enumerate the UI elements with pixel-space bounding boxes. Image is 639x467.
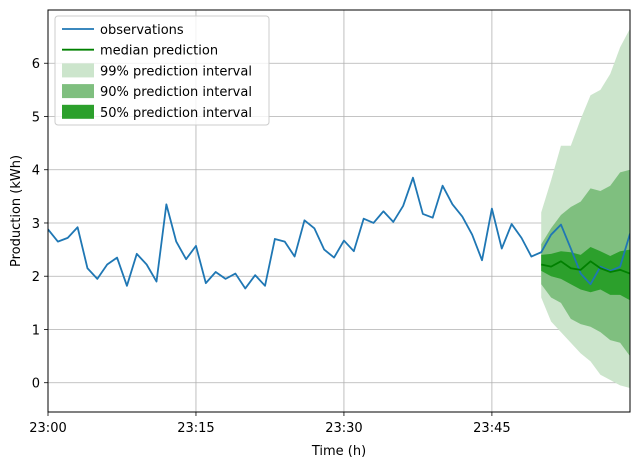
legend-label: 99% prediction interval bbox=[100, 64, 252, 79]
legend-label: median prediction bbox=[100, 44, 218, 59]
x-axis-label: Time (h) bbox=[311, 444, 366, 459]
legend-swatch-patch bbox=[62, 63, 94, 78]
legend-label: observations bbox=[100, 23, 184, 38]
x-tick-label: 23:30 bbox=[325, 421, 362, 436]
y-axis-label: Production (kWh) bbox=[9, 155, 24, 267]
observations-line bbox=[48, 176, 630, 290]
legend-label: 50% prediction interval bbox=[100, 106, 252, 121]
series-lines bbox=[48, 176, 630, 290]
legend-label: 90% prediction interval bbox=[100, 85, 252, 100]
y-tick-label: 6 bbox=[32, 57, 40, 72]
band-50 bbox=[541, 246, 630, 301]
y-tick-label: 2 bbox=[32, 270, 40, 285]
axis-ticks: 23:00 23:15 23:30 23:45 0 1 2 3 4 5 6 bbox=[29, 57, 510, 436]
x-tick-label: 23:00 bbox=[29, 421, 66, 436]
prediction-bands bbox=[541, 28, 630, 389]
legend-swatch-patch bbox=[62, 84, 94, 99]
x-tick-label: 23:15 bbox=[177, 421, 214, 436]
median-prediction-line bbox=[541, 260, 630, 275]
y-tick-label: 1 bbox=[32, 323, 40, 338]
plot-frame bbox=[47, 9, 631, 413]
y-tick-label: 4 bbox=[32, 164, 40, 179]
y-tick-label: 5 bbox=[32, 110, 40, 125]
legend: observations median prediction 99% predict… bbox=[54, 15, 270, 126]
legend-frame bbox=[54, 15, 270, 126]
x-tick-label: 23:45 bbox=[473, 421, 510, 436]
legend-swatch-patch bbox=[62, 104, 94, 119]
grid-lines bbox=[47, 10, 630, 412]
y-tick-label: 0 bbox=[32, 377, 40, 392]
y-tick-label: 3 bbox=[32, 217, 40, 232]
